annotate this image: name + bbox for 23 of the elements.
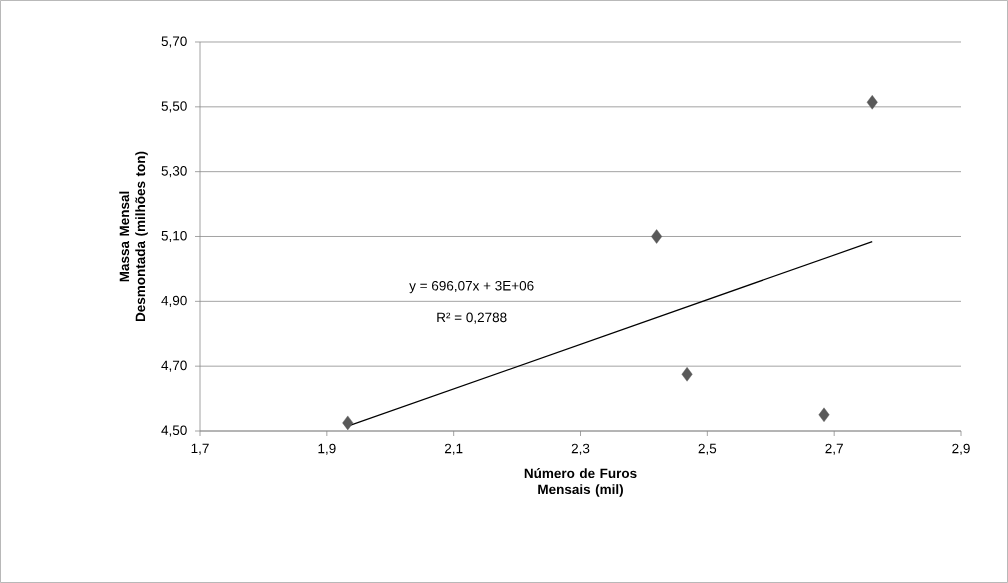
annotation: y = 696,07x + 3E+06: [409, 280, 534, 294]
y-tick-label: 5,70: [161, 36, 187, 48]
y-tick-label: 4,50: [161, 425, 187, 437]
x-tick-label: 1,9: [318, 443, 336, 455]
annotation: R² = 0,2788: [437, 312, 507, 324]
x-tick-label: 1,7: [191, 443, 209, 455]
y-tick-label: 5,10: [161, 230, 187, 243]
x-tick-label: 2,5: [698, 443, 717, 455]
x-axis-title: Número de Furos Mensais (mil): [524, 468, 637, 497]
x-tick-label: 2,9: [952, 443, 970, 455]
y-tick-label: 4,90: [161, 295, 187, 307]
point: [866, 95, 878, 110]
y-tick-label: 5,30: [161, 166, 187, 178]
y-tick-label: 5,50: [161, 101, 187, 113]
y-tick-label: 4,70: [161, 360, 187, 372]
point: [342, 415, 354, 431]
x-tick-label: 2,7: [825, 443, 843, 455]
x-tick-label: 2,1: [444, 443, 463, 455]
point: [818, 407, 830, 422]
point: [681, 367, 693, 382]
x-tick-label: 2,3: [571, 443, 590, 455]
point: [651, 229, 663, 244]
y-axis-title: Massa Mensal Desmontada (milhões ton): [119, 151, 148, 322]
